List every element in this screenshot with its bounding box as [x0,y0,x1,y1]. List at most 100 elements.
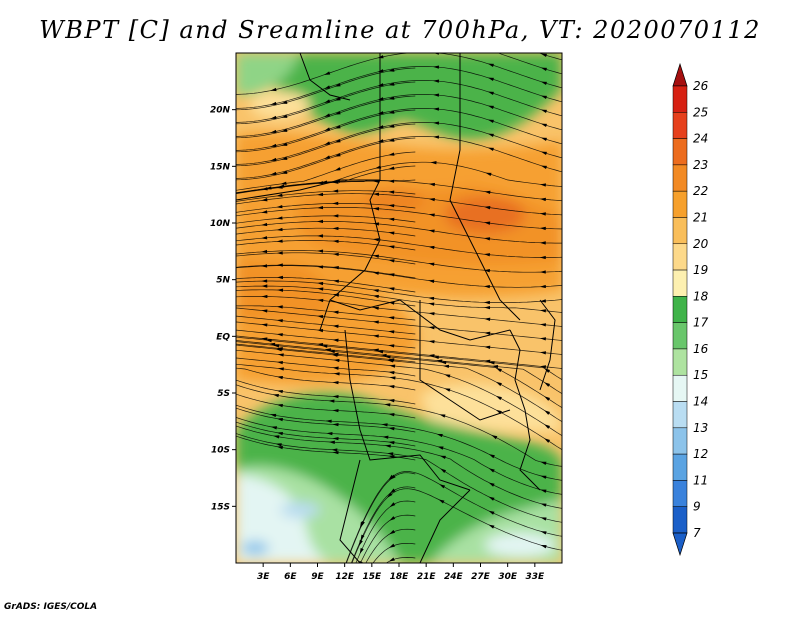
streamline [236,227,416,237]
streamline-arrow [483,284,490,289]
streamline-arrow [359,547,364,554]
streamline-arrow [428,326,435,330]
streamline-arrow [281,156,288,160]
colorbar-swatch [672,480,688,507]
streamline-arrow [377,69,384,73]
streamline-arrow [270,143,277,148]
streamline-arrow [539,299,546,303]
streamline-arrow [484,306,491,310]
streamline [345,471,562,563]
streamline-arrow [388,110,395,114]
streamline-arrow [436,433,443,438]
streamline-arrow [281,170,288,174]
streamline-arrow [540,123,547,127]
streamline-arrow [438,499,445,504]
streamline-arrow [334,153,341,157]
streamline [236,252,416,265]
streamline [236,425,562,509]
streamline-arrow [373,179,380,184]
colorbar-swatch [672,427,688,455]
colorbar-swatch [672,374,688,402]
streamline-arrow [540,53,547,57]
colorbar-swatch [672,217,688,245]
streamline-arrow [487,133,494,137]
streamline-arrow [539,212,546,216]
streamline-arrow [488,510,495,515]
streamline-arrow [388,455,395,459]
streamline-arrow [270,129,277,134]
streamline [236,384,562,467]
streamline-arrow [484,331,491,335]
streamline-arrow [388,124,395,128]
streamline-arrow [358,539,363,546]
colorbar-swatch [672,243,688,271]
streamline-arrow [389,502,396,508]
streamline-arrow [276,333,283,337]
streamline-arrow [317,205,324,210]
streamline-arrow [388,179,395,183]
streamline-arrow [388,166,395,170]
streamline-arrow [261,323,268,327]
streamline-arrow [332,338,339,342]
streamline-arrow [539,226,546,231]
streamline [236,367,416,391]
streamline-arrow [436,359,443,363]
streamline-arrow [377,139,384,143]
streamline-arrow [439,484,446,489]
streamline-arrow [444,388,451,392]
streamline-arrow [428,182,435,187]
lon-tick-label: 6E [284,572,297,582]
streamline-arrow [388,557,395,562]
streamline-arrow [332,366,339,370]
streamline-arrow [360,534,365,541]
streamline-arrow [317,314,324,319]
streamlines [236,53,562,563]
streamline-arrow [261,198,268,202]
streamline-arrow [326,431,333,436]
streamline-arrow [324,99,331,103]
streamline-arrow [332,395,339,399]
lat-tick-label: 15N [210,162,231,172]
streamline-arrow [334,97,341,101]
streamline-arrow [388,273,395,277]
streamline [236,421,416,447]
streamline-arrow [439,414,446,418]
streamline-arrow [261,264,268,268]
streamline-arrow [388,245,395,249]
streamline [236,435,416,461]
streamline-arrow [433,107,440,111]
streamline-arrow [372,348,379,352]
colorbar-swatch [672,269,688,297]
streamline-arrow [324,127,331,131]
streamline-arrow [317,328,324,333]
streamline-arrow [317,219,324,224]
lon-tick-label: 24E [444,572,464,582]
streamline-arrow [276,193,283,197]
longitude-axis: 3E 6E 9E 12E 15E 18E 21E 24E 27E 30E 33E [257,563,545,582]
streamline-arrow [276,432,283,436]
streamline-arrow [328,399,335,403]
streamline-arrow [332,266,339,270]
colorbar-label: 18 [693,289,709,303]
streamline-arrow [321,180,328,184]
streamline-arrow [428,340,435,344]
streamline-arrow [544,368,551,373]
streamline-arrow [428,229,435,233]
streamline [236,321,562,355]
streamline-arrow [539,365,547,369]
streamline-arrow [281,100,288,104]
colorbar-label: 23 [693,158,708,172]
streamline [236,53,562,95]
lon-tick-label: 33E [525,572,545,582]
streamline-arrow [487,147,494,151]
streamline-arrow [273,344,280,348]
streamline-arrow [539,255,546,260]
colorbar-label: 16 [693,342,709,356]
colorbar-bottom-arrow [672,532,688,557]
streamline-arrow [275,348,282,352]
streamline-arrow [539,351,547,355]
streamline [351,486,416,563]
streamline-arrow [281,142,288,146]
streamline-arrow [487,105,494,109]
streamline-arrow [388,543,395,548]
